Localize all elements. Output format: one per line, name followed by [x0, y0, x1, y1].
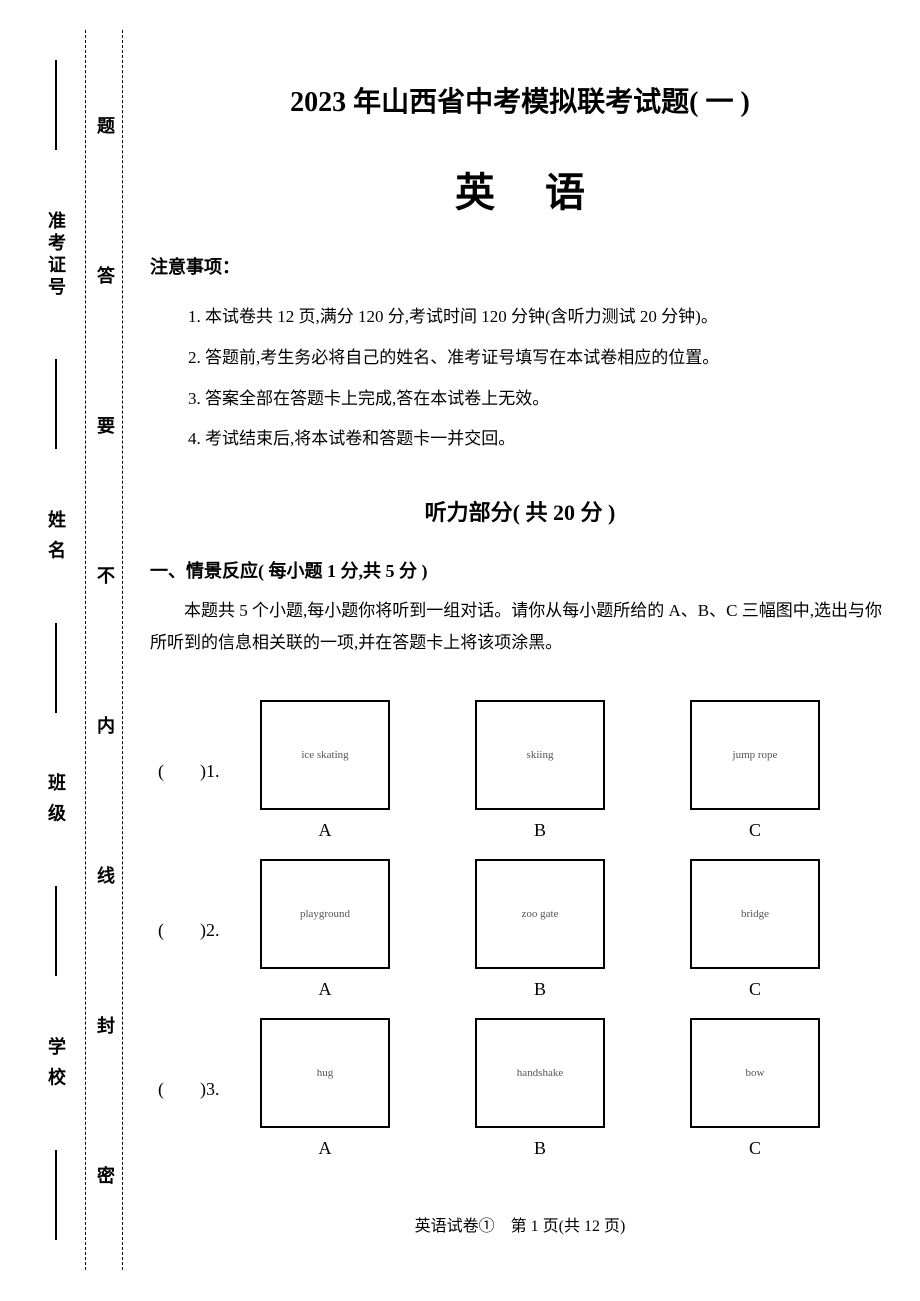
option-b: handshake B: [475, 1018, 605, 1159]
subject-title: 英语: [150, 160, 890, 218]
notice-item: 3. 答案全部在答题卡上完成,答在本试卷上无效。: [188, 379, 890, 420]
option-b: zoo gate B: [475, 859, 605, 1000]
seal-line-1: [85, 30, 86, 1270]
options-group: ice skating A skiing B jump rope C: [260, 700, 820, 841]
option-b: skiing B: [475, 700, 605, 841]
option-image-skating: ice skating: [260, 700, 390, 810]
paper-title: 2023 年山西省中考模拟联考试题( 一 ): [150, 80, 890, 120]
option-c: bridge C: [690, 859, 820, 1000]
option-image-jumprope: jump rope: [690, 700, 820, 810]
blank-underline: [55, 60, 57, 150]
option-letter: A: [319, 1138, 332, 1159]
warning-char: 密: [97, 1162, 115, 1188]
question-number: ( )2.: [150, 916, 260, 942]
notice-item: 2. 答题前,考生务必将自己的姓名、准考证号填写在本试卷相应的位置。: [188, 338, 890, 379]
question-row-3: ( )3. hug A handshake B bow C: [150, 1018, 890, 1159]
section1-desc: 本题共 5 个小题,每小题你将听到一组对话。请你从每小题所给的 A、B、C 三幅…: [150, 595, 890, 660]
left-margin: 准考证号 姓 名 班 级 学 校 题 答 要 不 内 线 封 密: [0, 30, 145, 1270]
option-letter: C: [749, 1138, 761, 1159]
option-letter: A: [319, 979, 332, 1000]
listening-title: 听力部分( 共 20 分 ): [150, 495, 890, 527]
label-school: 学 校: [43, 1037, 69, 1090]
blank-underline: [55, 1150, 57, 1240]
options-group: hug A handshake B bow C: [260, 1018, 820, 1159]
warning-char: 封: [97, 1012, 115, 1038]
option-letter: C: [749, 979, 761, 1000]
option-image-hug: hug: [260, 1018, 390, 1128]
warning-char: 答: [97, 262, 115, 288]
question-number: ( )1.: [150, 757, 260, 783]
option-letter: C: [749, 820, 761, 841]
blank-underline: [55, 886, 57, 976]
option-letter: B: [534, 979, 546, 1000]
option-c: jump rope C: [690, 700, 820, 841]
section1-heading: 一、情景反应( 每小题 1 分,共 5 分 ): [150, 557, 890, 583]
option-image-handshake: handshake: [475, 1018, 605, 1128]
option-image-skiing: skiing: [475, 700, 605, 810]
option-a: hug A: [260, 1018, 390, 1159]
label-class: 班 级: [43, 773, 69, 826]
question-number: ( )3.: [150, 1075, 260, 1101]
notice-list: 1. 本试卷共 12 页,满分 120 分,考试时间 120 分钟(含听力测试 …: [150, 297, 890, 460]
notice-heading: 注意事项：: [150, 253, 890, 279]
options-group: playground A zoo gate B bridge C: [260, 859, 820, 1000]
option-image-playground: playground: [260, 859, 390, 969]
page-footer: 英语试卷① 第 1 页(共 12 页): [150, 1212, 890, 1236]
warning-char: 内: [97, 712, 115, 738]
question-row-2: ( )2. playground A zoo gate B bridge C: [150, 859, 890, 1000]
warning-char: 不: [97, 562, 115, 588]
warning-char: 线: [97, 862, 115, 888]
option-letter: B: [534, 1138, 546, 1159]
option-image-bridge: bridge: [690, 859, 820, 969]
option-image-zoo: zoo gate: [475, 859, 605, 969]
seal-warning-column: 题 答 要 不 内 线 封 密: [95, 30, 117, 1270]
question-row-1: ( )1. ice skating A skiing B jump rope C: [150, 700, 890, 841]
blank-underline: [55, 359, 57, 449]
notice-item: 1. 本试卷共 12 页,满分 120 分,考试时间 120 分钟(含听力测试 …: [188, 297, 890, 338]
option-image-bow: bow: [690, 1018, 820, 1128]
option-letter: A: [319, 820, 332, 841]
option-a: ice skating A: [260, 700, 390, 841]
option-a: playground A: [260, 859, 390, 1000]
warning-char: 要: [97, 412, 115, 438]
label-examid: 准考证号: [43, 211, 69, 299]
option-letter: B: [534, 820, 546, 841]
blank-info-column: 准考证号 姓 名 班 级 学 校: [45, 30, 67, 1270]
main-content: 2023 年山西省中考模拟联考试题( 一 ) 英语 注意事项： 1. 本试卷共 …: [150, 80, 890, 1177]
notice-item: 4. 考试结束后,将本试卷和答题卡一并交回。: [188, 419, 890, 460]
warning-char: 题: [97, 112, 115, 138]
option-c: bow C: [690, 1018, 820, 1159]
label-name: 姓 名: [43, 510, 69, 563]
blank-underline: [55, 623, 57, 713]
seal-line-2: [122, 30, 123, 1270]
